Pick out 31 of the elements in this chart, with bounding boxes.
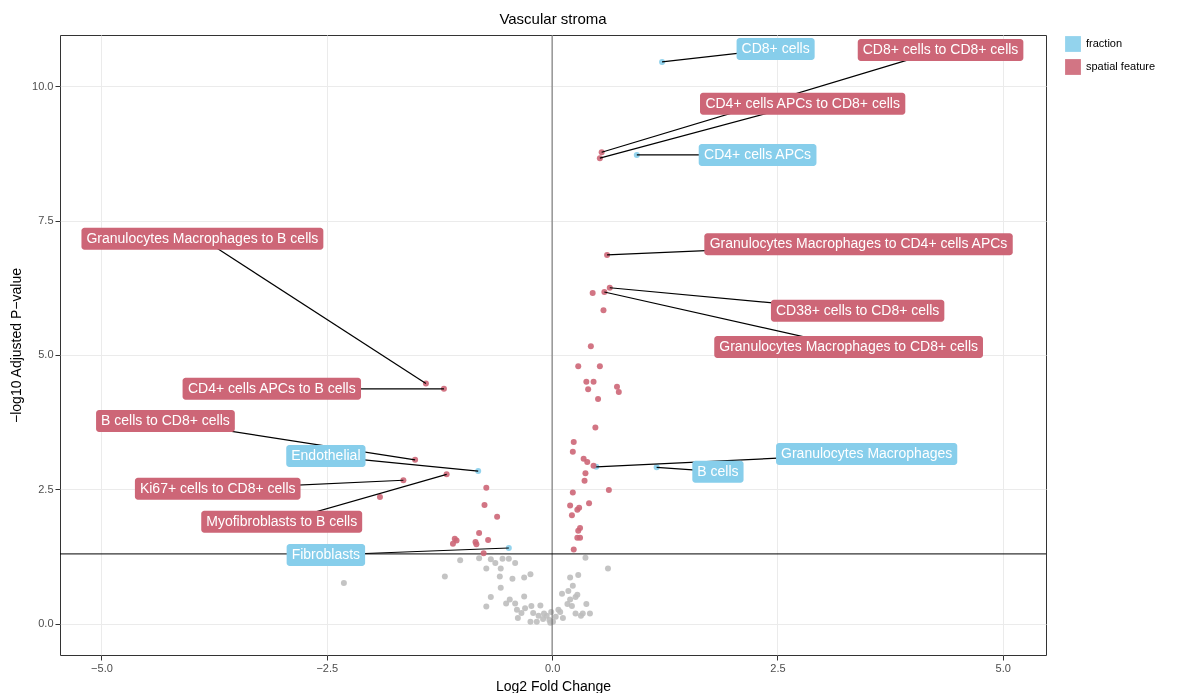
data-label: B cells to CD8+ cells [101, 412, 230, 429]
legend-label: fraction [1086, 37, 1123, 49]
y-axis-title: −log10 Adjusted P−value [8, 267, 25, 423]
data-label: Granulocytes Macrophages to B cells [86, 229, 319, 246]
data-label: Endothelial [291, 447, 361, 464]
data-label: Granulocytes Macrophages to CD8+ cells [719, 337, 978, 354]
data-label: CD38+ cells to CD8+ cells [775, 301, 940, 318]
data-label: B cells [697, 462, 739, 479]
x-tick-label: −2.5 [316, 661, 339, 674]
x-tick-label: 2.5 [770, 661, 786, 674]
chart-title: Vascular stroma [499, 9, 608, 27]
x-axis-title: Log2 Fold Change [495, 677, 612, 693]
y-tick-label: 10.0 [32, 79, 54, 92]
y-tick-label: 2.5 [38, 482, 54, 495]
data-label: CD8+ cells to CD8+ cells [862, 41, 1019, 58]
data-label: Fibroblasts [291, 545, 361, 562]
data-label: CD8+ cells [741, 39, 810, 56]
data-label: CD4+ cells APCs to B cells [187, 379, 356, 396]
data-label: CD4+ cells APCs to CD8+ cells [705, 94, 900, 111]
y-tick-label: 5.0 [38, 348, 54, 361]
x-tick-label: −5.0 [91, 661, 113, 674]
legend-label: spatial feature [1086, 60, 1156, 72]
y-tick-label: 7.5 [38, 214, 54, 227]
data-label: Myofibroblasts to B cells [206, 512, 358, 529]
data-label: CD4+ cells APCs [704, 145, 812, 162]
data-label: Ki67+ cells to CD8+ cells [139, 479, 296, 496]
data-label: Granulocytes Macrophages to CD4+ cells APCs [709, 235, 1008, 252]
y-tick-label: 0.0 [38, 617, 54, 630]
data-label: Granulocytes Macrophages [781, 444, 953, 461]
x-tick-label: 5.0 [995, 661, 1011, 674]
x-tick-label: 0.0 [544, 661, 561, 674]
